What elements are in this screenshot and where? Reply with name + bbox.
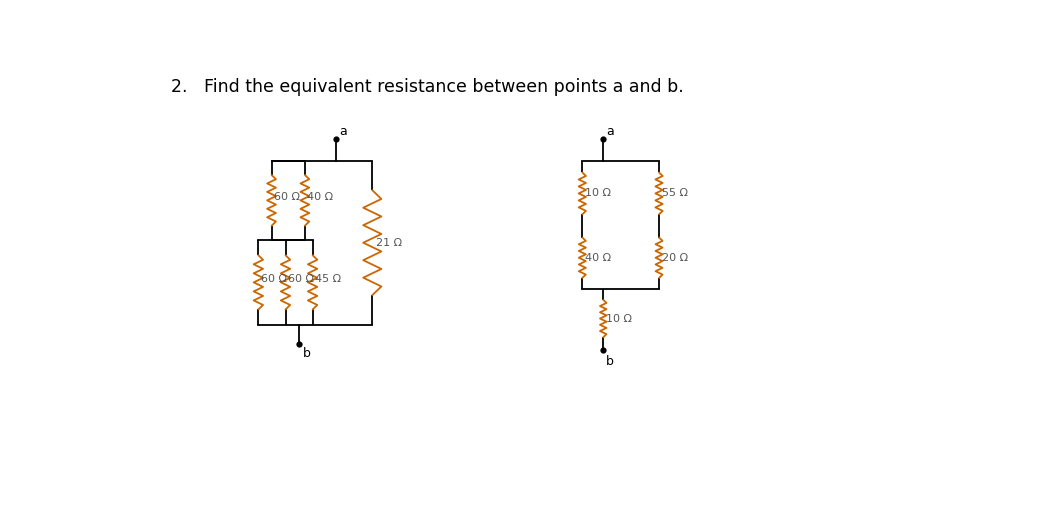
Text: 60 Ω: 60 Ω xyxy=(274,191,300,201)
Text: 45 Ω: 45 Ω xyxy=(315,274,341,283)
Text: 20 Ω: 20 Ω xyxy=(662,252,688,263)
Text: 2.   Find the equivalent resistance between points a and b.: 2. Find the equivalent resistance betwee… xyxy=(171,78,684,96)
Text: 21 Ω: 21 Ω xyxy=(376,238,402,248)
Text: a: a xyxy=(607,125,614,137)
Text: a: a xyxy=(339,125,347,137)
Text: 60 Ω: 60 Ω xyxy=(288,274,314,283)
Text: b: b xyxy=(607,355,614,368)
Text: 10 Ω: 10 Ω xyxy=(586,188,612,198)
Text: 40 Ω: 40 Ω xyxy=(586,252,612,263)
Text: 40 Ω: 40 Ω xyxy=(307,191,333,201)
Text: 55 Ω: 55 Ω xyxy=(662,188,688,198)
Text: b: b xyxy=(303,347,310,360)
Text: 10 Ω: 10 Ω xyxy=(607,314,633,324)
Text: 60 Ω: 60 Ω xyxy=(261,274,287,283)
